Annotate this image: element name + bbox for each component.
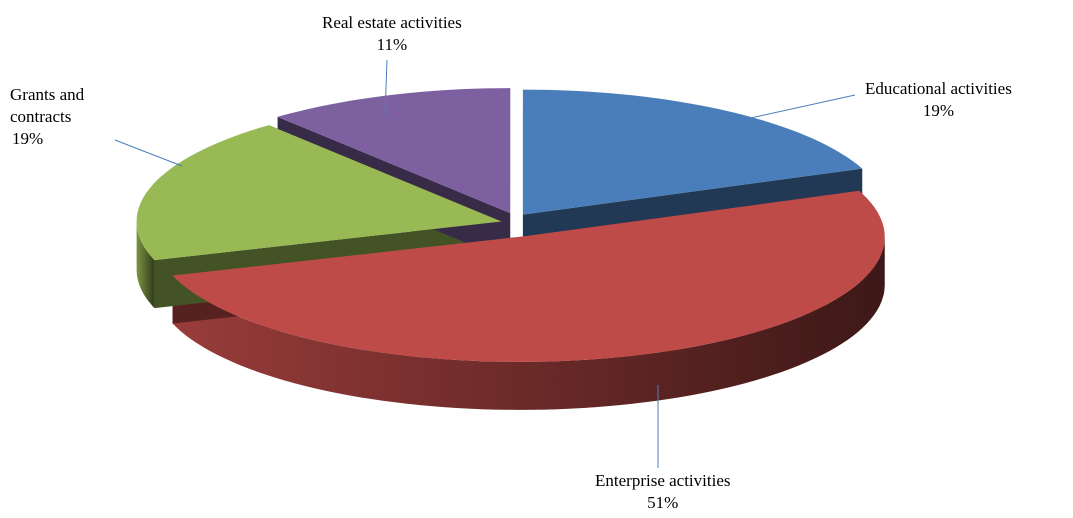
label-value: 11% [376,35,408,54]
label-category: Educational activities [865,79,1012,98]
label-category: Enterprise activities [595,471,731,490]
label-category: Real estate activities [322,13,462,32]
data-label: Grants and contracts 19% [10,84,110,150]
label-value: 19% [12,129,44,148]
data-label: Educational activities 19% [865,78,1012,122]
slice [522,89,863,215]
slice [172,190,885,362]
data-label: Enterprise activities 51% [595,470,730,514]
data-label: Real estate activities 11% [322,12,462,56]
label-value: 19% [922,101,954,120]
leader-line [384,59,388,116]
slice [277,88,511,214]
label-value: 51% [647,493,679,512]
slice-side-shade [136,221,155,309]
leader-line [727,94,856,124]
leader-line [114,139,183,167]
slice [136,125,502,261]
label-category: Grants and contracts [10,85,85,126]
slice-side-shade [172,236,885,410]
